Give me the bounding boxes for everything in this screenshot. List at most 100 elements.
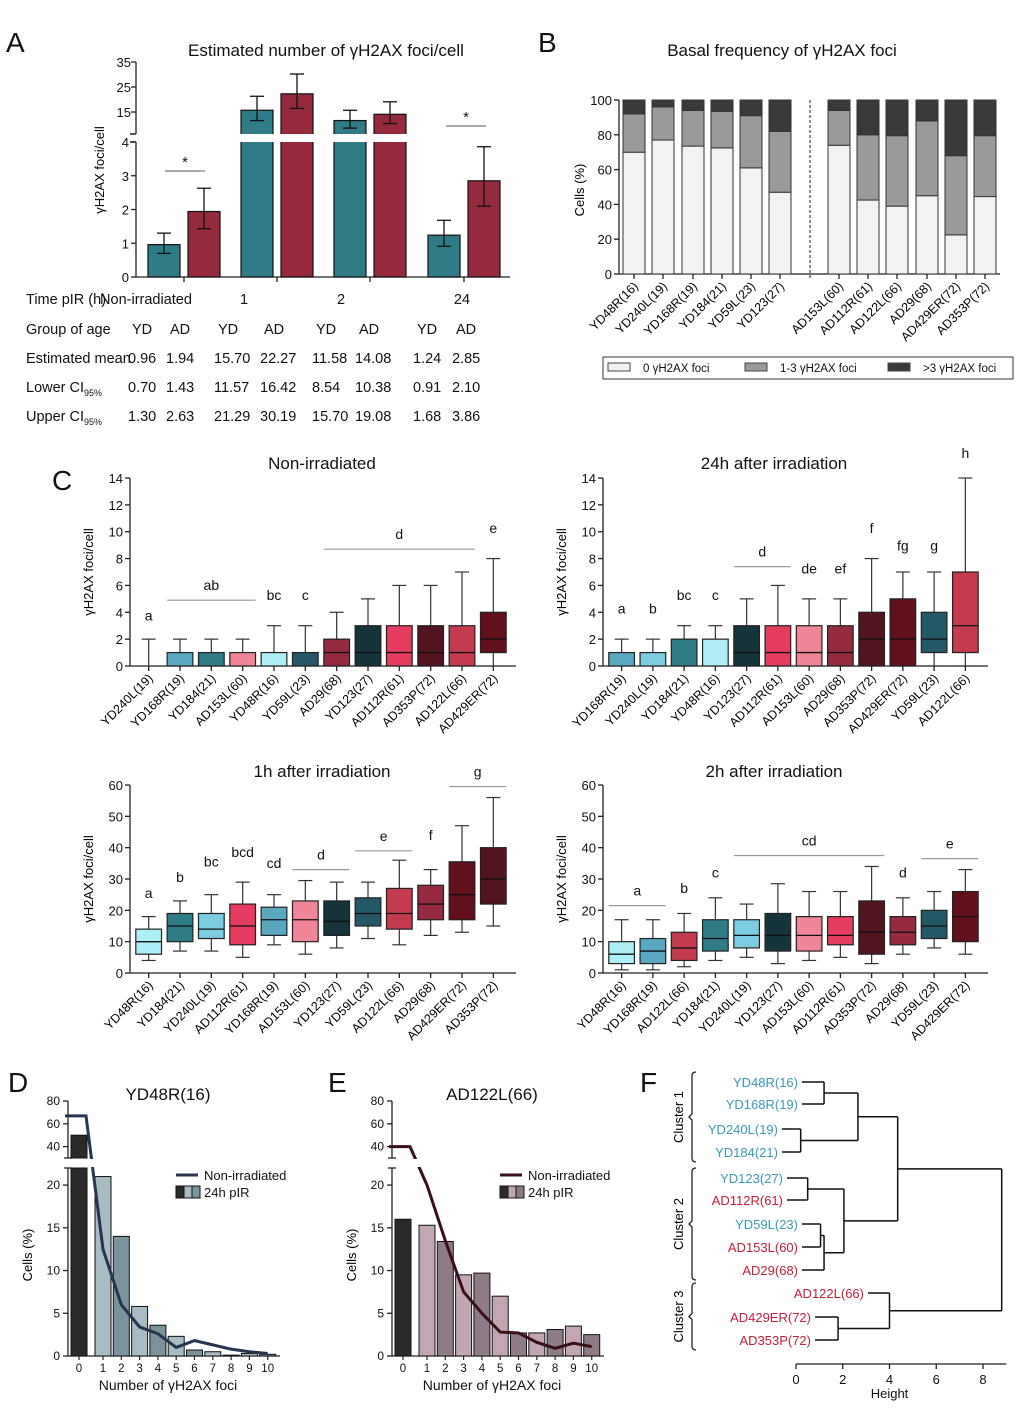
significance-letter: c xyxy=(712,864,719,880)
panel-a-chart: Estimated number of γH2AX foci/cell 0 1 2 3 4… xyxy=(92,41,511,285)
x-axis-label: Number of γH2AX foci xyxy=(99,1377,238,1393)
y-tick-label: 12 xyxy=(582,498,596,513)
significance-letter: d xyxy=(758,544,766,560)
y-tick-label: 0 xyxy=(53,1349,60,1363)
x-axis-label: Height xyxy=(871,1386,909,1401)
significance-letter: a xyxy=(633,883,641,899)
table-cell: 19.08 xyxy=(355,409,392,425)
legend-label: 1-3 γH2AX foci xyxy=(780,363,857,375)
table-cell: 1.30 xyxy=(128,409,157,425)
y-tick-label: 6 xyxy=(589,578,596,593)
stack-segment xyxy=(885,205,909,275)
legend-label: >3 γH2AX foci xyxy=(923,363,996,375)
y-axis-label: Cells (%) xyxy=(344,1229,359,1282)
stack-segment xyxy=(944,99,968,157)
x-tick-label: 8 xyxy=(228,1363,234,1375)
panel-a-y-label: γH2AX foci/cell xyxy=(92,126,107,214)
table-cell: YD xyxy=(132,322,153,338)
y-tick-label: 80 xyxy=(371,1094,385,1108)
legend-swatch xyxy=(744,362,768,372)
box-ad153l60 xyxy=(795,625,823,667)
table-cell: 1 xyxy=(239,292,249,308)
significance-letter: bc xyxy=(204,853,219,869)
y-tick-label: 0 xyxy=(605,267,612,282)
y-tick-label: 10 xyxy=(582,935,596,950)
x-tick-label: 7 xyxy=(210,1363,216,1375)
stack-segment xyxy=(885,135,909,207)
stack-segment xyxy=(768,191,792,275)
box-ad112r61 xyxy=(826,915,854,946)
significance-letter: bc xyxy=(677,587,692,603)
significance-letter: f xyxy=(429,827,433,843)
bar-24h-pir xyxy=(149,1324,167,1357)
stack-segment xyxy=(973,196,997,275)
legend-bar-swatch xyxy=(191,1185,201,1199)
box-yd12327 xyxy=(354,625,382,667)
panel-label-a: A xyxy=(6,27,25,58)
y-tick-label: 6 xyxy=(116,578,123,593)
leaf-label: AD153L(60) xyxy=(728,1240,798,1255)
significance-letter: e xyxy=(946,836,954,852)
x-tick-label: 3 xyxy=(460,1363,466,1375)
significance-letter: b xyxy=(649,601,657,617)
bar-24h-pir xyxy=(394,1218,412,1357)
table-cell: YD xyxy=(417,322,438,338)
x-tick-label: 4 xyxy=(479,1363,486,1375)
y-tick-label: 20 xyxy=(109,903,123,918)
y-tick-label: 2 xyxy=(116,632,123,647)
panel-a-title: Estimated number of γH2AX foci/cell xyxy=(188,41,464,60)
significance-letter: bcd xyxy=(231,844,254,860)
leaf-label: YD240L(19) xyxy=(708,1122,778,1137)
y-tick-label: 14 xyxy=(109,471,123,486)
bar-yd xyxy=(333,119,367,278)
y-tick-label: 10 xyxy=(47,1264,61,1278)
x-tick-label: 6 xyxy=(515,1363,521,1375)
legend-bar-swatch xyxy=(499,1185,509,1199)
bar-24h-pir xyxy=(186,1349,203,1357)
panel-label-e: E xyxy=(328,1067,347,1098)
x-tick-label: 7 xyxy=(534,1363,540,1375)
box-ad2968 xyxy=(826,625,854,667)
legend-label: Non-irradiated xyxy=(204,1168,286,1183)
panel-c-non-irradiated-chart: Non-irradiated 0 2 4 6 8 10 12 14 γH2AX foci/cell… xyxy=(81,454,516,736)
y-tick-label: 60 xyxy=(109,778,123,793)
x-tick-label: 10 xyxy=(585,1363,598,1375)
line-non-irradiated xyxy=(389,1145,592,1350)
stack-segment xyxy=(681,145,705,275)
panel-d-title: YD48R(16) xyxy=(125,1085,210,1104)
significance-letter: a xyxy=(145,885,153,901)
stack-segment xyxy=(915,120,939,197)
panel-c-2h-chart: 2h after irradiation 0 10 20 30 40 50 60 γH2AX f… xyxy=(554,762,988,1043)
stack-segment xyxy=(739,99,763,117)
x-tick-label: 1 xyxy=(424,1363,430,1375)
table-cell: 1.43 xyxy=(166,380,195,396)
box-yd168r19 xyxy=(608,651,636,667)
panel-f-chart: YD48R(16) YD168R(19) YD240L(19) YD184(21) YD… xyxy=(671,1071,1007,1401)
y-tick-label: 10 xyxy=(582,525,596,540)
leaf-label: YD168R(19) xyxy=(726,1097,798,1112)
y-tick-label: 40 xyxy=(109,841,123,856)
y-tick-label: 15 xyxy=(117,105,131,120)
table-cell: 1.24 xyxy=(413,351,442,367)
table-cell: 15.70 xyxy=(214,351,251,367)
box-yd240l19 xyxy=(733,919,761,949)
legend-swatch xyxy=(607,362,631,372)
y-tick-label: 25 xyxy=(117,80,131,95)
table-cell: 22.27 xyxy=(260,351,297,367)
axis-break-gap xyxy=(390,1159,630,1167)
y-tick-label: 60 xyxy=(598,163,612,178)
y-axis-label: γH2AX foci/cell xyxy=(554,528,569,616)
axis-break-gap xyxy=(66,1159,306,1167)
y-tick-label: 40 xyxy=(598,197,612,212)
box-ad353p72 xyxy=(479,847,507,905)
row-label: Upper CI95% xyxy=(26,409,103,427)
stack-segment xyxy=(885,99,909,137)
stack-segment xyxy=(768,99,792,132)
significance-letter: cd xyxy=(267,855,282,871)
table-cell: 21.29 xyxy=(214,409,251,425)
y-tick-label: 40 xyxy=(47,1140,61,1154)
y-tick-label: 0 xyxy=(589,659,596,674)
box-yd59l23 xyxy=(920,611,948,654)
table-cell: YD xyxy=(316,322,337,338)
